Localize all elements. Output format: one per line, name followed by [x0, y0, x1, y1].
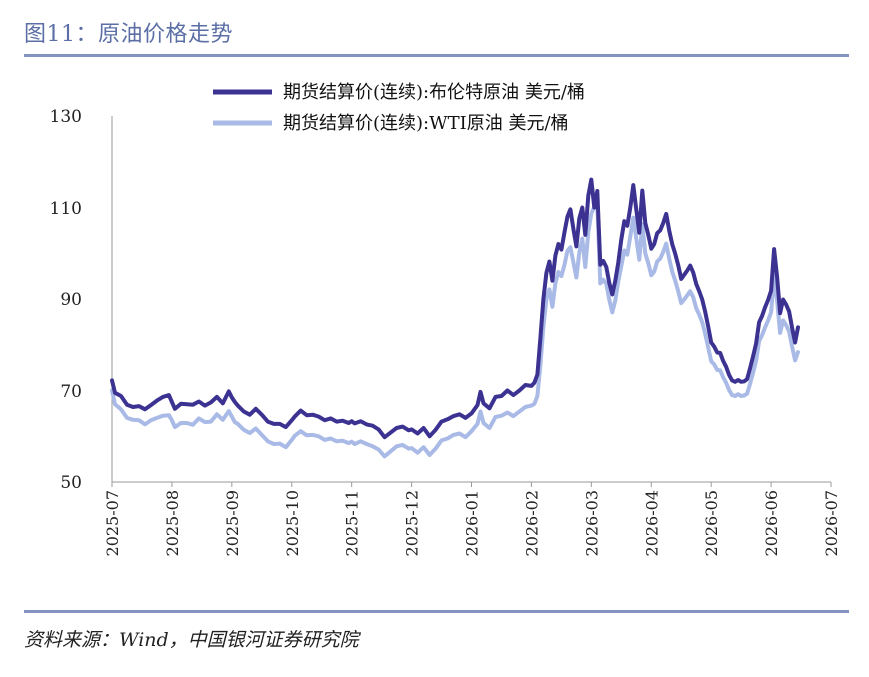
series-line-wti: [110, 202, 800, 459]
series-line-brent: [110, 177, 800, 440]
x-tick-label: 2025-09: [223, 490, 242, 556]
x-tick-label: 2026-01: [463, 490, 482, 556]
x-tick-label: 2026-06: [762, 490, 781, 556]
oil-price-chart: 期货结算价(连续):布伦特原油 美元/桶 期货结算价(连续):WTI原油 美元/…: [50, 82, 841, 556]
x-tick-label: 2026-03: [582, 490, 601, 556]
y-tick-label: 50: [60, 473, 82, 493]
y-tick-label: 90: [60, 290, 82, 310]
legend: 期货结算价(连续):布伦特原油 美元/桶 期货结算价(连续):WTI原油 美元/…: [213, 82, 585, 134]
legend-label-wti: 期货结算价(连续):WTI原油 美元/桶: [283, 113, 569, 134]
source-note: 资料来源：Wind，中国银河证券研究院: [24, 629, 359, 651]
x-tick-label: 2025-08: [163, 490, 182, 556]
y-tick-label: 130: [50, 107, 82, 127]
bottom-rule: [24, 610, 849, 613]
legend-label-brent: 期货结算价(连续):布伦特原油 美元/桶: [283, 82, 585, 103]
chart-title: 图11：原油价格走势: [24, 22, 233, 47]
series-layer: [110, 177, 800, 459]
x-tick-label: 2025-11: [343, 490, 362, 556]
x-tick-label: 2025-12: [403, 490, 422, 556]
x-tick-label: 2025-07: [103, 490, 122, 556]
top-rule: [24, 54, 849, 57]
x-axis: 2025-07 2025-08 2025-09 2025-10 2025-11 2025-…: [103, 481, 841, 556]
y-axis: 130 110 90 70 50: [50, 107, 113, 493]
x-tick-label: 2026-07: [822, 490, 841, 556]
y-tick-label: 110: [50, 199, 82, 219]
x-tick-label: 2026-04: [642, 490, 661, 556]
x-tick-label: 2026-02: [522, 490, 541, 556]
x-tick-label: 2025-10: [283, 490, 302, 556]
y-tick-label: 70: [60, 382, 82, 402]
x-tick-label: 2026-05: [702, 490, 721, 556]
